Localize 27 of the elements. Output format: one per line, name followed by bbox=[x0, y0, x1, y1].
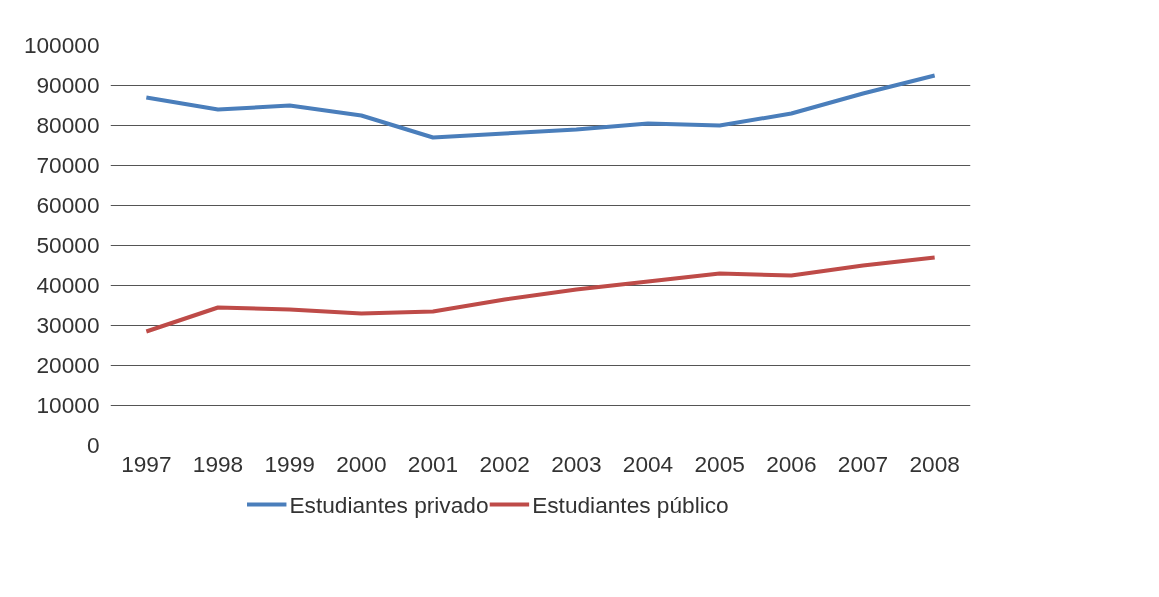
x-tick-label: 2003 bbox=[551, 450, 602, 477]
legend-label: Estudiantes público bbox=[532, 491, 729, 518]
y-tick-label: 30000 bbox=[36, 312, 100, 338]
x-tick-label: 2001 bbox=[407, 450, 459, 477]
line-series bbox=[144, 73, 937, 140]
legend-label: Estudiantes privado bbox=[289, 491, 489, 518]
x-tick-label: 1998 bbox=[192, 450, 244, 477]
x-tick-label: 1999 bbox=[264, 450, 315, 477]
x-tick-label: 2008 bbox=[909, 450, 960, 477]
x-tick-label: 2005 bbox=[694, 450, 745, 477]
y-tick-label: 80000 bbox=[36, 112, 100, 138]
y-tick-label: 20000 bbox=[36, 352, 100, 378]
x-tick-label: 1997 bbox=[121, 450, 172, 477]
y-tick-label: 0 bbox=[86, 432, 100, 458]
x-tick-label: 2006 bbox=[766, 450, 817, 477]
x-tick-label: 2007 bbox=[837, 450, 889, 477]
y-tick-label: 60000 bbox=[36, 192, 100, 218]
x-tick-label: 2002 bbox=[479, 450, 530, 477]
y-tick-label: 100000 bbox=[23, 32, 100, 58]
y-tick-label: 70000 bbox=[36, 152, 100, 178]
y-tick-label: 40000 bbox=[36, 272, 100, 298]
y-tick-label: 10000 bbox=[36, 392, 100, 418]
y-tick-label: 90000 bbox=[36, 72, 100, 98]
line-series bbox=[144, 255, 937, 334]
y-tick-label: 50000 bbox=[36, 232, 100, 258]
x-tick-label: 2004 bbox=[622, 450, 674, 477]
x-tick-label: 2000 bbox=[336, 450, 387, 477]
